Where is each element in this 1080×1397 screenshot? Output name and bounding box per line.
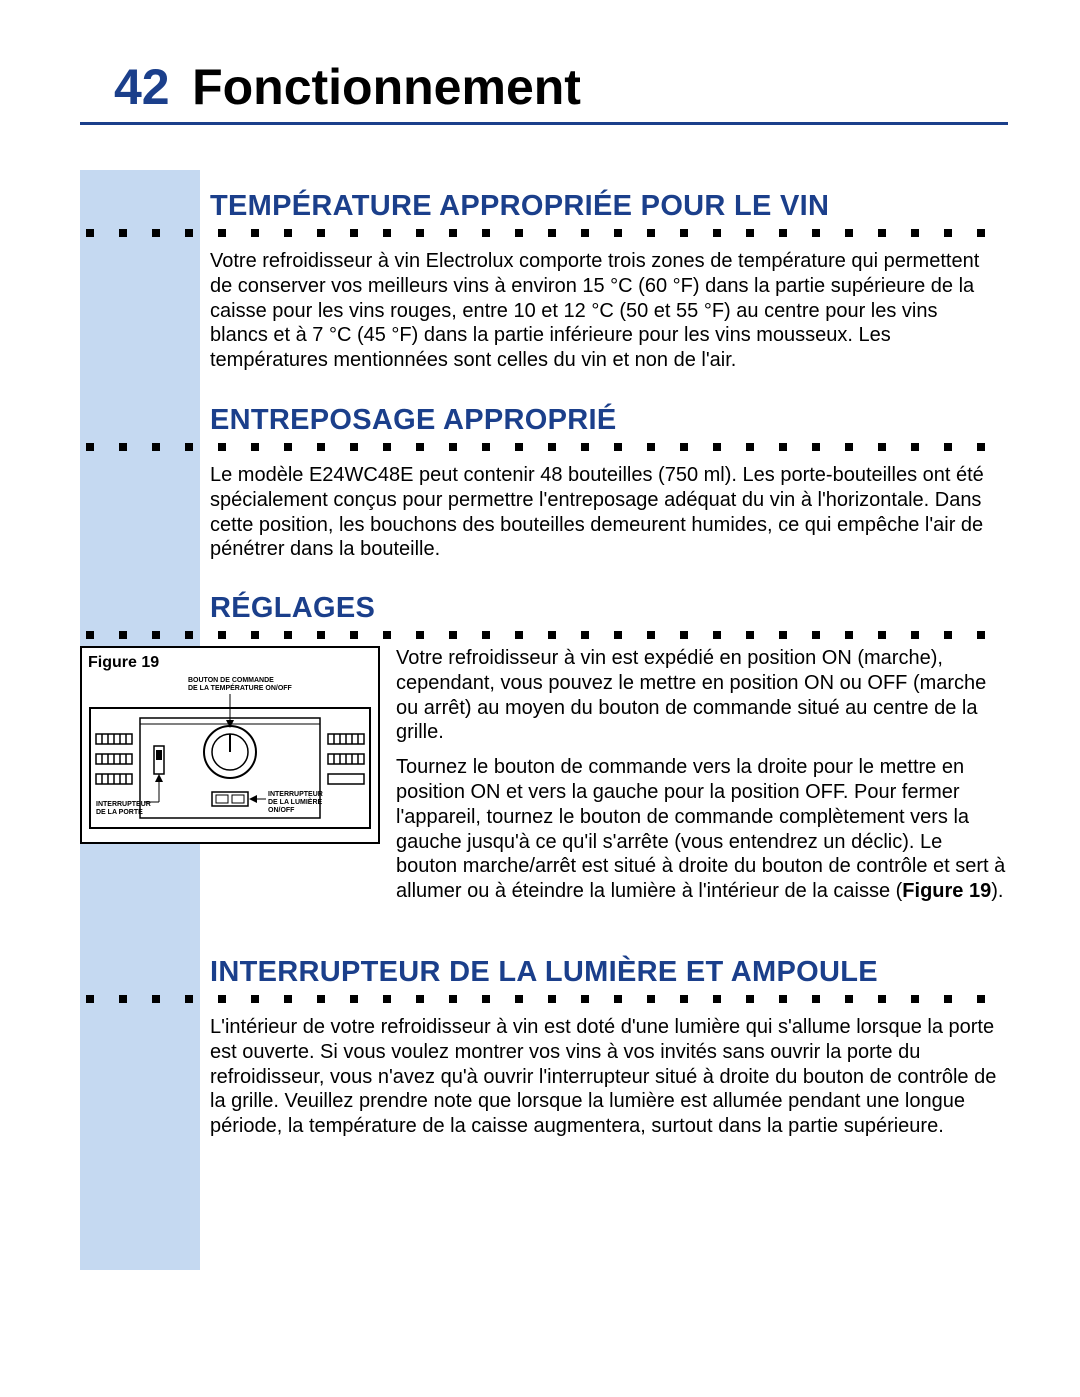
section-heading-temperature: TEMPÉRATURE APPROPRIÉE POUR LE VIN bbox=[210, 190, 1008, 223]
page: 42 Fonctionnement TEMPÉRATURE APPROPRIÉE… bbox=[0, 0, 1080, 1397]
page-header: 42 Fonctionnement bbox=[114, 58, 984, 116]
figure-19-label: Figure 19 bbox=[88, 654, 372, 672]
svg-text:ON/OFF: ON/OFF bbox=[268, 807, 295, 814]
svg-text:DE LA TEMPÉRATURE ON/OFF: DE LA TEMPÉRATURE ON/OFF bbox=[188, 683, 293, 692]
dot-separator bbox=[80, 993, 1008, 1007]
section-body-light: L'intérieur de votre refroidisseur à vin… bbox=[210, 1015, 1000, 1139]
figure-19-diagram: BOUTON DE COMMANDE DE LA TEMPÉRATURE ON/… bbox=[88, 674, 372, 834]
section-body-storage: Le modèle E24WC48E peut contenir 48 bout… bbox=[210, 463, 1000, 562]
section-body-reglages: Votre refroidisseur à vin est expédié en… bbox=[396, 646, 1008, 914]
reglages-p2-figref: Figure 19 bbox=[902, 880, 991, 902]
svg-text:BOUTON DE COMMANDE: BOUTON DE COMMANDE bbox=[188, 677, 274, 684]
page-title: Fonctionnement bbox=[192, 58, 581, 116]
section-body-temperature: Votre refroidisseur à vin Electrolux com… bbox=[210, 249, 1000, 373]
reglages-p2-c: ). bbox=[991, 880, 1003, 902]
svg-text:DE LA PORTE: DE LA PORTE bbox=[96, 809, 143, 816]
page-number: 42 bbox=[114, 58, 170, 116]
header-rule bbox=[80, 122, 1008, 125]
section-reglages: RÉGLAGES bbox=[80, 592, 1008, 643]
section-heading-light: INTERRUPTEUR DE LA LUMIÈRE ET AMPOULE bbox=[210, 956, 1008, 989]
reglages-content: Figure 19 bbox=[80, 646, 1008, 914]
section-heading-reglages: RÉGLAGES bbox=[210, 592, 1008, 625]
dot-separator bbox=[80, 441, 1008, 455]
figure-19-box: Figure 19 bbox=[80, 646, 380, 844]
reglages-paragraph-1: Votre refroidisseur à vin est expédié en… bbox=[396, 646, 1008, 745]
section-temperature: TEMPÉRATURE APPROPRIÉE POUR LE VIN Votre… bbox=[80, 190, 1008, 373]
svg-text:DE LA LUMIÈRE: DE LA LUMIÈRE bbox=[268, 797, 323, 806]
section-heading-storage: ENTREPOSAGE APPROPRIÉ bbox=[210, 404, 1008, 437]
svg-text:INTERRUPTEUR: INTERRUPTEUR bbox=[268, 791, 323, 798]
reglages-paragraph-2: Tournez le bouton de commande vers la dr… bbox=[396, 755, 1008, 904]
section-storage: ENTREPOSAGE APPROPRIÉ Le modèle E24WC48E… bbox=[80, 404, 1008, 562]
svg-text:INTERRUPTEUR: INTERRUPTEUR bbox=[96, 801, 151, 808]
dot-separator bbox=[80, 629, 1008, 643]
section-light: INTERRUPTEUR DE LA LUMIÈRE ET AMPOULE L'… bbox=[80, 956, 1008, 1139]
dot-separator bbox=[80, 227, 1008, 241]
